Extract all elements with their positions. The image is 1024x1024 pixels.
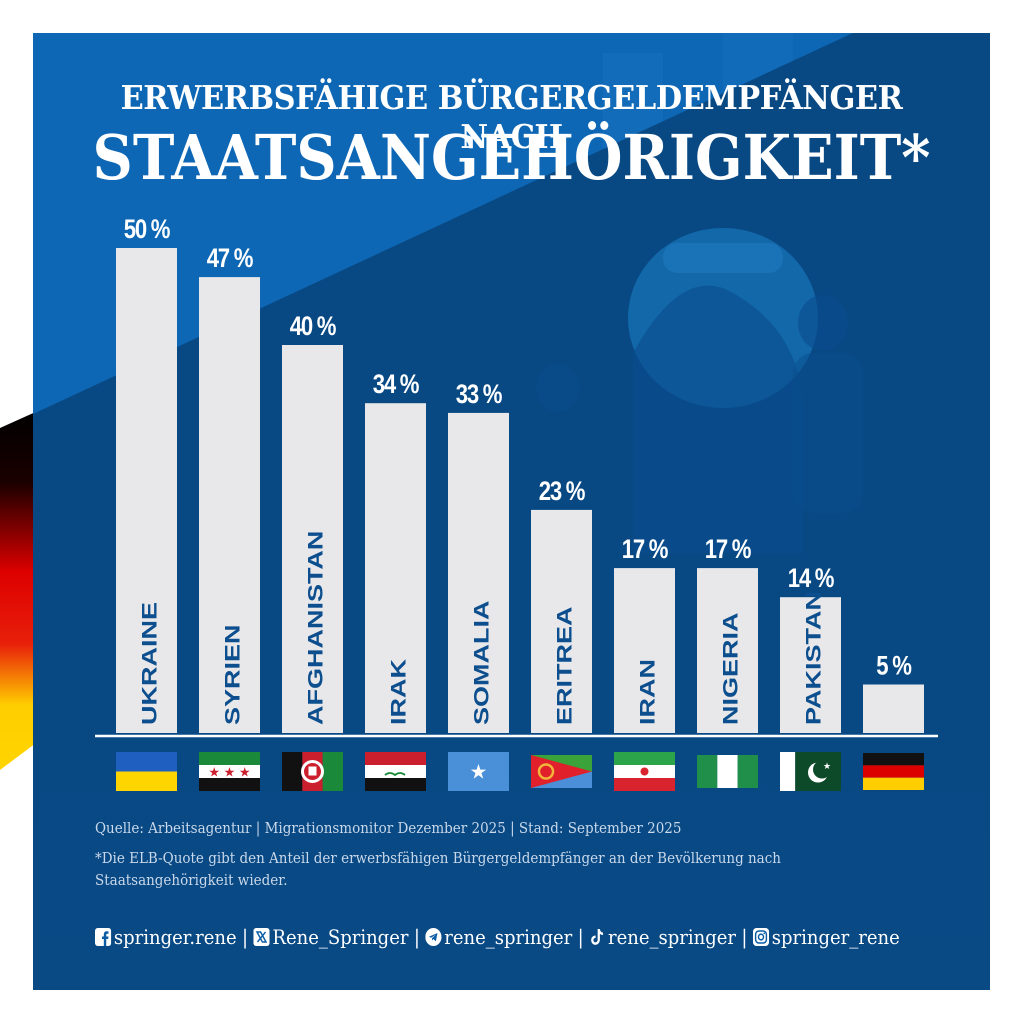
separator: | xyxy=(741,925,748,949)
bar-group: 33 % SOMALIA xyxy=(448,380,509,733)
facebook-icon xyxy=(95,928,112,946)
data-label: 14 % xyxy=(788,564,835,594)
tiktok-icon xyxy=(589,928,605,946)
data-label: 23 % xyxy=(539,477,586,507)
category-label: PAKISTAN xyxy=(802,591,825,725)
social-links: springer.rene | Rene_Springer | rene_spr… xyxy=(95,925,900,949)
background-photo-overlay xyxy=(33,33,990,990)
category-label: ERITREA xyxy=(553,607,576,725)
bar-group: 17 % IRAN xyxy=(614,535,675,733)
category-label: SYRIEN xyxy=(221,625,244,725)
eritrea-flag xyxy=(531,755,592,788)
syria-flag: ★ ★ ★ xyxy=(199,752,260,791)
bar-iran xyxy=(614,568,675,733)
category-label: IRAN xyxy=(636,659,659,725)
social-link-x[interactable]: Rene_Springer xyxy=(272,925,409,949)
pakistan-flag: ★ xyxy=(780,752,841,791)
ukraine-flag xyxy=(116,752,177,791)
bar-pakistan xyxy=(780,597,841,733)
data-label: 33 % xyxy=(456,380,503,410)
afghanistan-flag xyxy=(282,752,343,791)
category-label: UKRAINE xyxy=(138,602,161,725)
footnote-text: *Die ELB-Quote gibt den Anteil der erwer… xyxy=(95,851,781,889)
category-label: NIGERIA xyxy=(719,613,742,725)
nigeria-flag xyxy=(697,755,758,788)
social-link-instagram[interactable]: springer_rene xyxy=(771,925,900,949)
social-link-tiktok[interactable]: rene_springer xyxy=(608,925,737,949)
data-label: 40 % xyxy=(290,312,337,342)
svg-text:★: ★ xyxy=(208,766,220,781)
separator: | xyxy=(242,925,249,949)
bar-afghanistan xyxy=(282,345,343,733)
bar-eritrea xyxy=(531,509,592,733)
title-line-1: ERWERBSFÄHIGE BÜRGERGELDEMPFÄNGER NACH xyxy=(120,78,903,156)
iraq-flag xyxy=(365,752,426,791)
telegram-icon xyxy=(425,928,442,946)
infographic-card: ERWERBSFÄHIGE BÜRGERGELDEMPFÄNGER NACH S… xyxy=(33,33,990,990)
svg-text:★: ★ xyxy=(823,762,831,772)
separator: | xyxy=(577,925,584,949)
bar-ukraine xyxy=(116,248,177,733)
somalia-flag: ★ xyxy=(448,752,509,791)
category-label: AFGHANISTAN xyxy=(304,531,327,725)
bar-syrien xyxy=(199,277,260,733)
data-label: 5 % xyxy=(876,652,912,682)
title-line-2: STAATSANGEHÖRIGKEIT* xyxy=(92,121,931,194)
svg-text:★: ★ xyxy=(470,760,488,784)
svg-text:★: ★ xyxy=(224,766,236,781)
bar-group: 17 % NIGERIA xyxy=(697,535,758,733)
bar-group: 40 % AFGHANISTAN xyxy=(282,312,343,733)
bar-group: 47 % SYRIEN xyxy=(199,244,260,733)
social-link-facebook[interactable]: springer.rene xyxy=(113,925,237,949)
bar-somalia xyxy=(448,412,509,733)
iran-flag xyxy=(614,752,675,791)
x-icon xyxy=(253,928,270,946)
data-label: 50 % xyxy=(124,215,171,245)
data-label: 34 % xyxy=(373,370,420,400)
source-text: Quelle: Arbeitsagentur | Migrationsmonit… xyxy=(95,821,682,837)
bar-group: 34 % IRAK xyxy=(365,370,426,733)
bar-group: 5 % xyxy=(863,652,924,733)
bar-nigeria xyxy=(697,568,758,733)
bar-deutschland xyxy=(863,684,924,733)
bar-group: 14 %PAKISTAN xyxy=(780,564,841,733)
data-label: 17 % xyxy=(622,535,669,565)
category-label: IRAK xyxy=(387,658,410,725)
data-label: 47 % xyxy=(207,244,254,274)
social-link-telegram[interactable]: rene_springer xyxy=(444,925,573,949)
bar-group: 50 % UKRAINE xyxy=(116,215,177,733)
bar-irak xyxy=(365,403,426,733)
bar-chart: 50 % UKRAINE 47 % SYRIEN 40 % AFGHANISTAN 34 %… xyxy=(95,215,938,791)
separator: | xyxy=(413,925,420,949)
instagram-icon xyxy=(752,928,770,946)
category-label: SOMALIA xyxy=(470,601,493,725)
germany-flag xyxy=(863,753,924,790)
data-label: 17 % xyxy=(705,535,752,565)
bar-group: 23 % ERITREA xyxy=(531,477,592,733)
svg-text:★: ★ xyxy=(239,766,251,781)
